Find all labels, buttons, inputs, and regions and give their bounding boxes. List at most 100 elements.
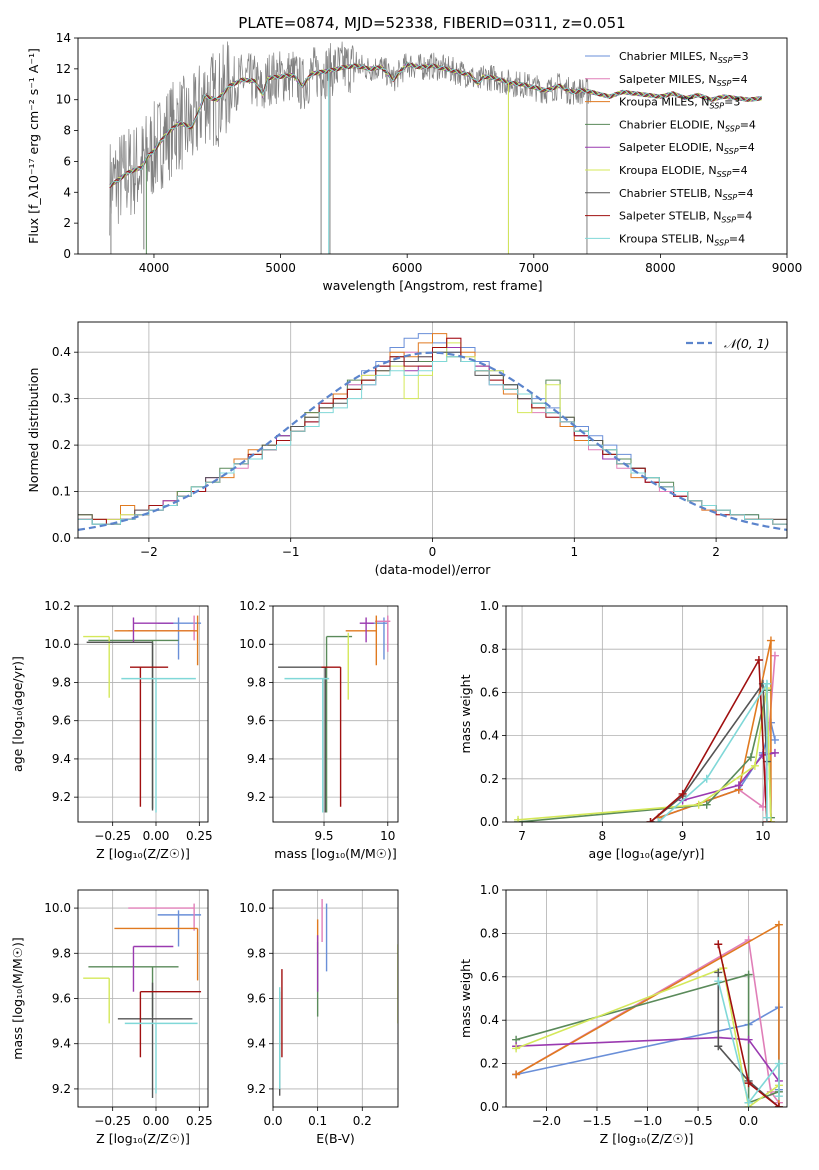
- age_vs_mass-ytick-label: 9.2: [247, 790, 266, 804]
- age_vs_Z-xtick-label: −0.25: [94, 829, 131, 843]
- massweight_vs_Z-line-kroupa_stelib: [717, 980, 780, 1105]
- massweight_vs_Z-marker: [714, 940, 723, 949]
- mass_vs_ebv-ytick-label: 9.2: [247, 1082, 266, 1096]
- residuals-legend-label: 𝒩(0, 1): [724, 336, 770, 351]
- massweight_vs_age-marker: [754, 656, 763, 664]
- mass_vs_Z-point: [139, 991, 202, 1058]
- mass_vs_ebv-ytick-label: 9.4: [247, 1037, 266, 1051]
- massweight_vs_age-marker: [750, 761, 759, 770]
- mass_vs_ebv-plot: [278, 899, 398, 1096]
- massweight_vs_age-marker: [762, 679, 771, 688]
- spectrum-xtick-label: 9000: [772, 261, 803, 275]
- spectrum-xtick-label: 5000: [265, 261, 296, 275]
- mass_vs_Z-grid: [78, 890, 208, 1107]
- massweight_vs_age-marker: [702, 774, 711, 783]
- age_vs_Z-xtick-label: 0.25: [186, 829, 213, 843]
- age_vs_mass-point: [359, 617, 374, 643]
- spectrum-plot: [109, 41, 763, 254]
- massweight_vs_Z-marker: [714, 968, 723, 977]
- residuals-ytick-label: 0.3: [52, 392, 71, 406]
- massweight_vs_age-frame: [505, 605, 788, 823]
- mass_vs_Z-ytick-label: 9.8: [52, 946, 71, 960]
- age_vs_mass-xlabel: mass [log₁₀(M/M☉)]: [274, 846, 396, 861]
- mass_vs_ebv-xtick-label: 0.1: [308, 1114, 327, 1128]
- age_vs_Z-ytick-label: 9.2: [52, 790, 71, 804]
- spectrum-axes: 4000 5000 6000 7000 8000 9000 0 2 4 6 8 10 12 14 wavel…: [26, 31, 802, 293]
- massweight_vs_age-xlabel: age [log₁₀(age/yr)]: [589, 846, 705, 861]
- age_vs_mass-ytick-label: 9.6: [247, 714, 266, 728]
- massweight_vs_age-ylabel: mass weight: [458, 674, 473, 753]
- massweight_vs_age-marker: [770, 748, 779, 757]
- age_vs_mass-point: [278, 666, 326, 813]
- age_vs_mass-ytick-label: 9.4: [247, 752, 266, 766]
- age_vs_Z-ytick-label: 9.4: [52, 752, 71, 766]
- massweight_vs_Z-xtick-label: −1.5: [582, 1114, 611, 1128]
- massweight_vs_age-plot: [514, 636, 779, 822]
- massweight_vs_Z-line-kroupa_elodie: [515, 967, 780, 1107]
- residuals-ytick-label: 0.4: [52, 345, 71, 359]
- spectrum-ytick-label: 10: [56, 93, 71, 107]
- age_vs_Z-frame: [77, 605, 209, 823]
- residuals-xtick-label: −2: [140, 545, 158, 559]
- mass_vs_Z-ytick-label: 9.6: [52, 992, 71, 1006]
- mass_vs_ebv-xtick-label: 0.2: [353, 1114, 372, 1128]
- mass_vs_Z-ylabel: mass [log₁₀(M/M☉)]: [10, 937, 25, 1059]
- massweight_vs_Z-marker: [744, 970, 753, 979]
- massweight_vs_Z-line-chabrier_stelib: [717, 972, 780, 1107]
- spectrum-ytick-label: 2: [63, 216, 71, 230]
- age_vs_Z-point: [83, 635, 110, 698]
- spectrum-legend-label: Kroupa STELIB, NSSP=4: [619, 232, 745, 247]
- mass_vs_ebv-frame: [272, 889, 399, 1108]
- residuals-xtick-label: 0: [429, 545, 437, 559]
- age_vs_Z-ytick-label: 9.6: [52, 714, 71, 728]
- massweight_vs_age-grid: [506, 605, 787, 823]
- massweight_vs_age-ytick-label: 0.6: [480, 685, 499, 699]
- age_vs_Z-xtick-label: 0.00: [143, 829, 170, 843]
- mass_vs_Z-point: [132, 945, 174, 992]
- massweight_vs_Z-panel: −2.0 −1.5 −1.0 −0.5 0.0 0.0 0.2 0.4 0.6 0.8 1.0 Z […: [458, 883, 788, 1146]
- residuals-xlabel: (data-model)/error: [375, 562, 492, 577]
- mass_vs_ebv-ytick-label: 9.8: [247, 946, 266, 960]
- massweight_vs_age-line-kroupa_stelib: [657, 681, 768, 822]
- massweight_vs_age-ytick-label: 1.0: [480, 599, 499, 613]
- mass_vs_Z-panel: −0.25 0.00 0.25 9.2 9.4 9.6 9.8 10.0 Z [log₁₀(Z/…: [10, 889, 213, 1146]
- massweight_vs_Z-ytick-label: 0.4: [480, 1013, 499, 1027]
- mass_vs_ebv-panel: 0.0 0.1 0.2 9.2 9.4 9.6 9.8 10.0 E(B-V): [239, 889, 399, 1146]
- spectrum-ylabel: Flux [f_λ10⁻¹⁷ erg cm⁻² s⁻¹ A⁻¹]: [26, 48, 41, 244]
- age_vs_Z-point: [132, 617, 174, 643]
- mass_vs_Z-point: [114, 927, 199, 981]
- age_vs_mass-frame: [272, 605, 399, 823]
- mass_vs_ebv-xlabel: E(B-V): [316, 1131, 355, 1146]
- massweight_vs_Z-marker: [714, 1042, 723, 1051]
- residuals-panel: −2 −1 0 1 2 0.0 0.1 0.2 0.3 0.4 (data-model)/error…: [26, 321, 788, 577]
- massweight_vs_age-xtick-label: 8: [599, 829, 607, 843]
- spectrum-panel: 4000 5000 6000 7000 8000 9000 0 2 4 6 8 10 12 14 wavel…: [26, 31, 802, 293]
- mass_vs_Z-point: [83, 977, 110, 1024]
- age_vs_mass-ytick-label: 9.8: [247, 675, 266, 689]
- spectrum-legend-label: Chabrier MILES, NSSP=3: [619, 50, 749, 65]
- age_vs_Z-axes: −0.25 0.00 0.25 9.2 9.4 9.6 9.8 10.0 10.2 Z [log₁…: [10, 599, 213, 861]
- spectrum-legend: Chabrier MILES, NSSP=3 Salpeter MILES, NS…: [585, 50, 756, 247]
- massweight_vs_Z-marker: [744, 1098, 753, 1107]
- residuals-frame: [77, 321, 788, 539]
- massweight_vs_Z-plot: [512, 920, 783, 1107]
- age_vs_mass-point: [321, 666, 342, 807]
- mass_vs_Z-axes: −0.25 0.00 0.25 9.2 9.4 9.6 9.8 10.0 Z [log₁₀(Z/…: [10, 889, 213, 1146]
- mass_vs_Z-xtick-label: −0.25: [94, 1114, 131, 1128]
- massweight_vs_age-line-chabrier_stelib: [649, 681, 768, 822]
- mass_vs_Z-xtick-label: 0.25: [186, 1114, 213, 1128]
- massweight_vs_Z-marker: [774, 920, 783, 929]
- spectrum-ytick-label: 8: [63, 124, 71, 138]
- spectrum-frame: [77, 37, 788, 255]
- massweight_vs_Z-ytick-label: 0.6: [480, 970, 499, 984]
- spectrum-xtick-label: 6000: [392, 261, 423, 275]
- massweight_vs_Z-marker: [714, 977, 723, 986]
- spectrum-legend-label: Salpeter MILES, NSSP=4: [619, 73, 748, 88]
- mass_vs_ebv-grid: [272, 890, 398, 1107]
- massweight_vs_age-marker: [746, 753, 755, 762]
- spectrum-legend-label: Salpeter ELODIE, NSSP=4: [619, 141, 755, 156]
- mass_vs_Z-xtick-label: 0.00: [143, 1114, 170, 1128]
- spectrum-xlabel: wavelength [Angstrom, rest frame]: [322, 278, 542, 293]
- massweight_vs_age-ytick-label: 0.4: [480, 729, 499, 743]
- massweight_vs_age-marker: [702, 800, 711, 809]
